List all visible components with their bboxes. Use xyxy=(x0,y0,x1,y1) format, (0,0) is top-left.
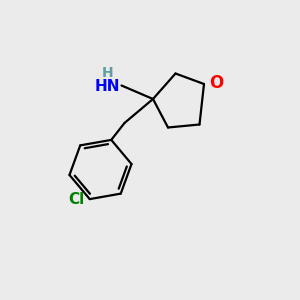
Text: H: H xyxy=(102,66,114,80)
Text: Cl: Cl xyxy=(68,192,84,207)
Text: O: O xyxy=(209,74,224,92)
Text: HN: HN xyxy=(94,80,120,94)
